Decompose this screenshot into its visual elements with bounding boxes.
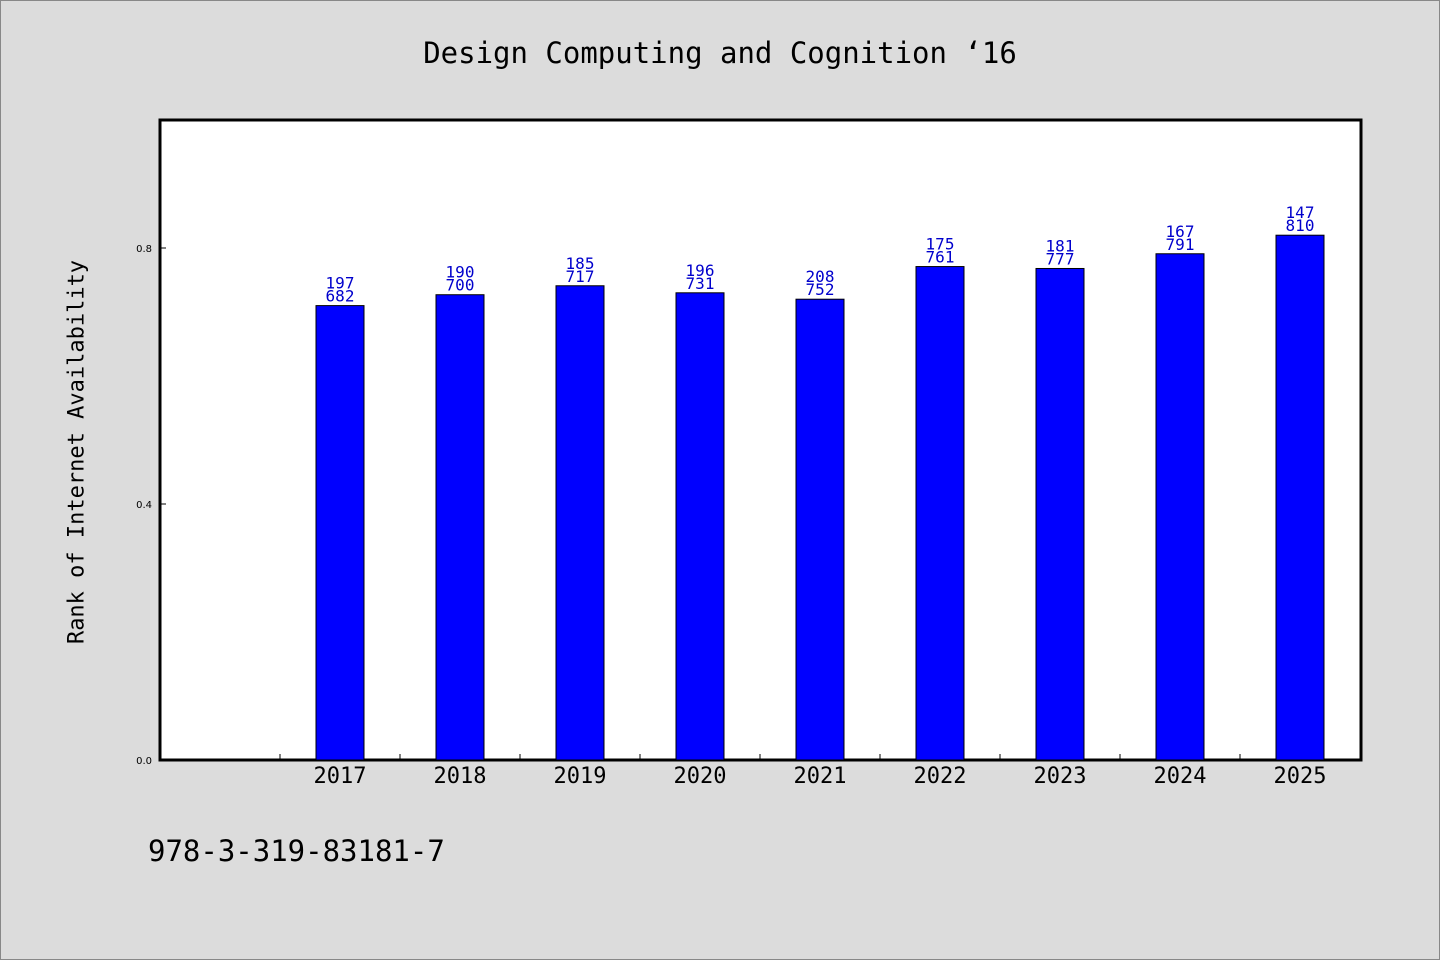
bar-2022 (915, 266, 965, 761)
bar-label-bottom: 731 (686, 274, 715, 293)
bar-2021 (795, 298, 845, 761)
isbn-caption: 978-3-319-83181-7 (148, 834, 445, 868)
x-axis-ticks (279, 754, 1361, 760)
bar-label-bottom: 682 (326, 287, 355, 306)
bar-2018 (435, 294, 485, 761)
y-tick-label: 0.0 (136, 756, 152, 767)
bar-2023 (1035, 267, 1085, 761)
y-axis-ticks: 0.0 0.4 0.8 (136, 244, 166, 767)
bar-label-top: 208 (806, 267, 835, 286)
bar-label-top: 175 (926, 235, 955, 254)
bar-2019 (555, 285, 605, 761)
bar-2025 (1275, 234, 1325, 761)
x-tick-label: 2018 (434, 764, 487, 789)
bar-label-bottom: 700 (446, 276, 475, 295)
bar-2020 (675, 292, 725, 761)
bar-label-top: 190 (446, 263, 475, 282)
x-tick-label: 2023 (1034, 764, 1087, 789)
bar-label-bottom: 777 (1046, 249, 1075, 268)
y-tick-label: 0.8 (136, 244, 152, 255)
x-tick-label: 2024 (1154, 764, 1207, 789)
x-tick-label: 2019 (554, 764, 607, 789)
x-tick-label: 2017 (314, 764, 367, 789)
bar-2017 (315, 305, 365, 761)
x-tick-label: 2021 (794, 764, 847, 789)
chart-title: Design Computing and Cognition ‘16 (423, 36, 1017, 70)
x-tick-label: 2020 (674, 764, 727, 789)
bar-label-bottom: 791 (1166, 235, 1195, 254)
x-tick-label: 2022 (914, 764, 967, 789)
bar-label-top: 147 (1286, 203, 1315, 222)
bar-label-top: 185 (566, 254, 595, 273)
bar-label-top: 197 (326, 274, 355, 293)
bar-label-bottom: 761 (926, 248, 955, 267)
bar-label-top: 167 (1166, 222, 1195, 241)
bar-label-bottom: 717 (566, 267, 595, 286)
bar-label-bottom: 752 (806, 280, 835, 299)
y-tick-label: 0.4 (136, 500, 152, 511)
bar-label-top: 196 (686, 261, 715, 280)
bar-label-bottom: 810 (1286, 216, 1315, 235)
bar-2024 (1155, 253, 1205, 761)
bar-label-top: 181 (1046, 236, 1075, 255)
x-tick-labels: 2017 2018 2019 2020 2021 2022 2023 2024 2025 (314, 764, 1327, 789)
bars-group (315, 234, 1325, 761)
x-tick-label: 2025 (1274, 764, 1327, 789)
